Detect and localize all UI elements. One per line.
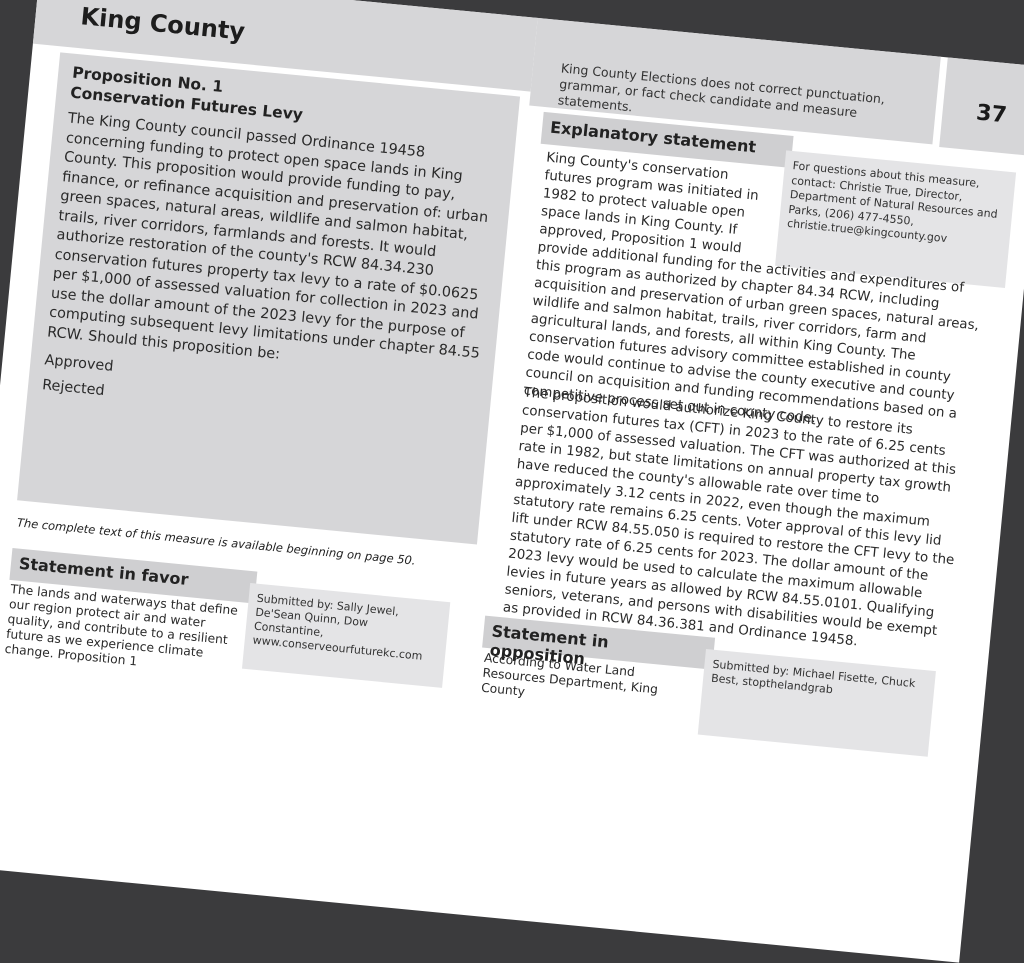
page-number-box: 37 <box>939 57 1024 157</box>
county-title: King County <box>79 2 247 46</box>
proposition-box: Proposition No. 1 Conservation Futures L… <box>17 52 521 545</box>
explanatory-paragraph-2: The proposition would authorize King Cou… <box>502 385 957 650</box>
option-rejected: Rejected <box>41 377 106 400</box>
proposition-text: The King County council passed Ordinance… <box>46 110 489 363</box>
option-approved: Approved <box>43 352 115 375</box>
favor-submitted-by: Submitted by: Sally Jewel, De'Sean Quinn… <box>241 582 451 688</box>
page-number: 37 <box>975 100 1008 129</box>
opposition-submitted-by: Submitted by: Michael Fisette, Chuck Bes… <box>697 648 936 757</box>
